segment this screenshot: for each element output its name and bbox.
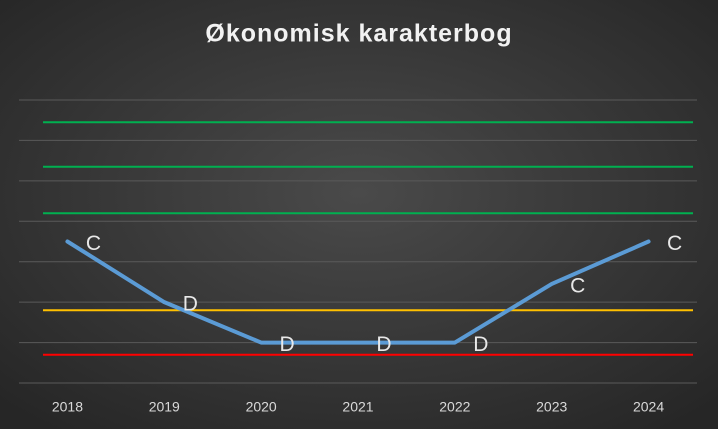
x-tick-label: 2024 (633, 399, 664, 415)
chart-title: Økonomisk karakterbog (205, 20, 512, 48)
data-line (65, 239, 651, 345)
data-label: D (376, 333, 391, 356)
x-tick-label: 2023 (536, 399, 567, 415)
data-label: D (183, 293, 198, 316)
data-label: C (570, 274, 585, 297)
x-tick-label: 2022 (439, 399, 470, 415)
x-tick-label: 2019 (149, 399, 180, 415)
data-label: C (667, 232, 682, 255)
data-label: C (86, 232, 101, 255)
x-tick-label: 2021 (342, 399, 373, 415)
data-label: D (473, 333, 488, 356)
x-tick-label: 2020 (246, 399, 277, 415)
x-tick-label: 2018 (52, 399, 83, 415)
data-label: D (280, 333, 295, 356)
